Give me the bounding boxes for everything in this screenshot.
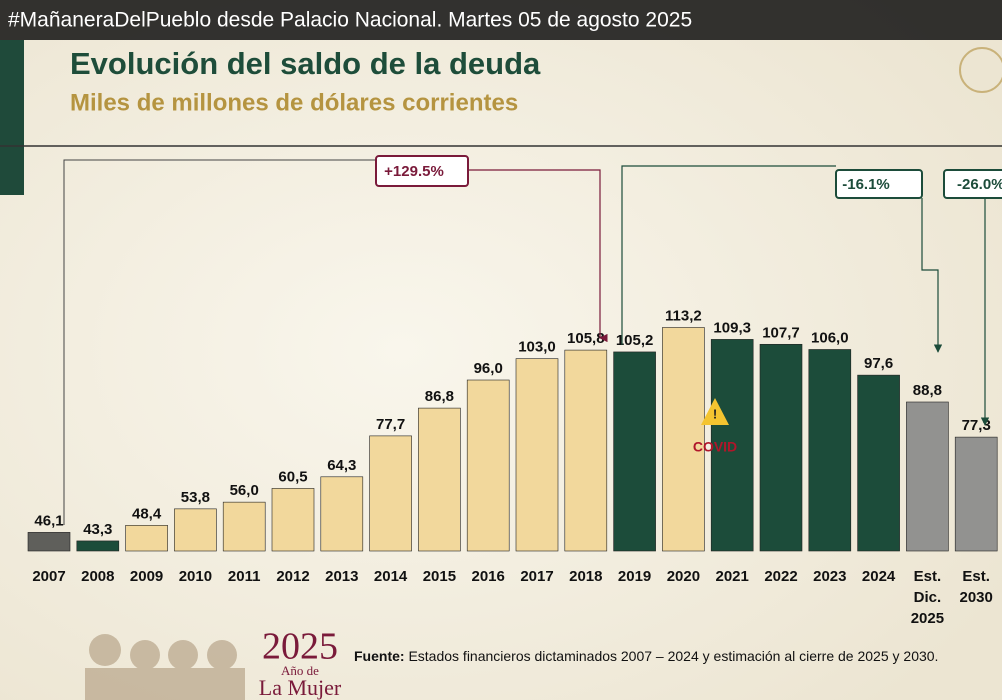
logo-line: Año de (281, 663, 319, 678)
value-label: 43,3 (83, 521, 112, 538)
x-tick-label: 2018 (569, 568, 603, 585)
value-label: 97,6 (864, 355, 893, 372)
annotation: COVID (693, 439, 737, 455)
value-label: 109,3 (713, 319, 751, 336)
bar (271, 488, 315, 552)
value-label: 105,8 (567, 330, 605, 347)
source-text: Estados financieros dictaminados 2007 – … (408, 648, 938, 664)
warning-mark: ! (713, 406, 717, 421)
annotation: +129.5% (384, 163, 444, 180)
value-label: 56,0 (230, 482, 259, 499)
annotation: -16.1% (842, 176, 890, 193)
value-label: 86,8 (425, 388, 454, 405)
bar (613, 351, 656, 552)
value-label: 64,3 (327, 457, 356, 474)
x-tick-label: 2015 (422, 568, 457, 585)
x-tick-label: 2023 (813, 568, 847, 585)
value-label: 77,3 (962, 417, 991, 434)
x-tick-label: 2010 (178, 568, 213, 585)
bracket (621, 165, 836, 345)
bar (125, 525, 168, 552)
bracket (63, 159, 376, 525)
bar (174, 508, 217, 552)
x-tick-label: 2008 (81, 568, 115, 585)
value-label: 103,0 (518, 339, 556, 356)
broadcast-text: #MañaneraDelPueblo desde Palacio Naciona… (8, 9, 692, 32)
annotation-box (375, 155, 469, 187)
bar (564, 349, 608, 552)
bar (857, 374, 900, 552)
bar (222, 501, 266, 552)
x-tick-label: 2019 (617, 568, 652, 585)
bar (954, 436, 998, 552)
warning-icon (701, 398, 729, 425)
x-tick-label: 2013 (325, 568, 359, 585)
side-stripe (0, 40, 24, 195)
bar (515, 358, 559, 552)
x-tick-label: 2012 (276, 568, 310, 585)
annotation-box (835, 169, 923, 199)
x-tick-label: 2011 (227, 568, 261, 585)
value-label: 88,8 (913, 382, 942, 399)
x-tick-label: 2021 (715, 568, 749, 585)
emblem (959, 47, 1002, 93)
bar (808, 349, 852, 552)
bar (76, 540, 120, 552)
annotation-box (943, 169, 1002, 199)
value-label: 53,8 (181, 489, 210, 506)
x-tick-label: 2017 (520, 568, 554, 585)
bar (27, 532, 71, 552)
logo-year: 2025 (262, 626, 338, 668)
x-tick-label: 2009 (129, 568, 164, 585)
arrow (467, 169, 608, 343)
x-tick-label: 2007 (32, 568, 66, 585)
x-tick-label: 2020 (666, 568, 701, 585)
bar (418, 407, 461, 552)
bar (710, 339, 754, 552)
value-label: 106,0 (811, 329, 849, 346)
value-label: 77,7 (376, 416, 405, 433)
x-tick-label: Est. 2030 (959, 568, 993, 606)
logo-line: La Mujer (259, 675, 342, 700)
bar (759, 343, 803, 552)
x-tick-label: 2022 (764, 568, 798, 585)
bar (320, 476, 364, 552)
value-label: 48,4 (132, 505, 162, 522)
source-label: Fuente: (354, 648, 405, 664)
arrow (921, 198, 943, 353)
x-tick-label: Est. Dic. 2025 (910, 568, 945, 627)
value-label: 113,2 (665, 307, 702, 324)
value-label: 60,5 (278, 468, 307, 485)
source: Fuente: Estados financieros dictaminados… (354, 648, 938, 664)
bar (369, 435, 412, 552)
value-label: 96,0 (474, 360, 503, 377)
bar (906, 401, 949, 552)
x-tick-label: 2024 (861, 568, 896, 585)
chart-subtitle: Miles de millones de dólares corrientes (70, 89, 518, 116)
value-label: 107,7 (762, 324, 800, 341)
x-tick-label: 2016 (471, 568, 505, 585)
bar (662, 327, 705, 552)
broadcast-bar (0, 0, 1002, 40)
bar (466, 379, 510, 552)
value-label: 105,2 (616, 332, 654, 349)
portraits (85, 634, 245, 700)
chart-title: Evolución del saldo de la deuda (70, 46, 541, 81)
annotation: -26.0% (957, 176, 1002, 193)
x-tick-label: 2014 (373, 568, 408, 585)
value-label: 46,1 (34, 512, 63, 529)
